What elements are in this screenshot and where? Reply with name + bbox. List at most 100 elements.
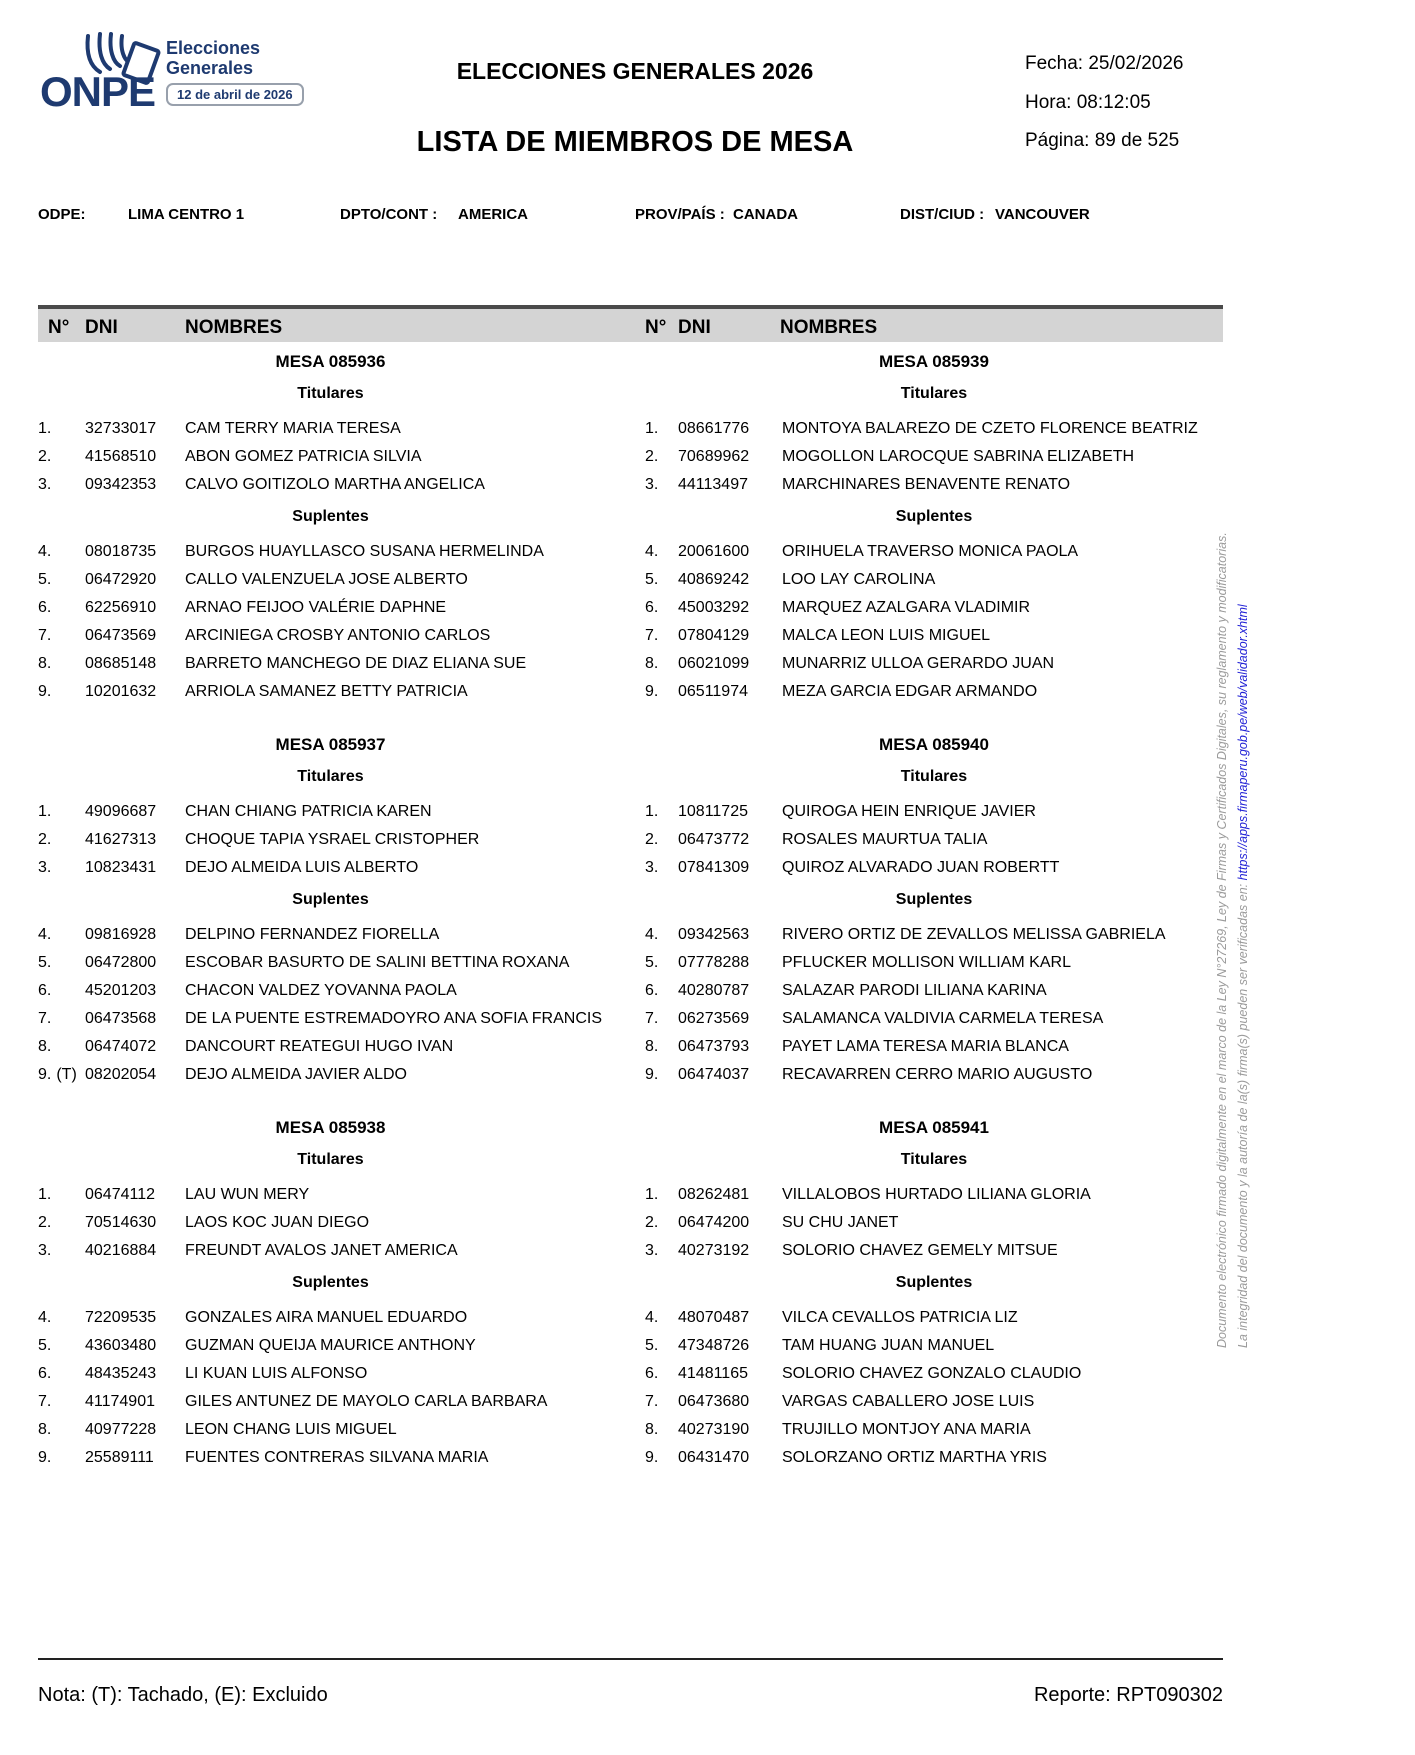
row-number-cell: 6. (38, 594, 85, 622)
dni-value: 10823431 (85, 859, 157, 876)
dni-value: 72209535 (85, 1309, 157, 1326)
member-name: VARGAS CABALLERO JOSE LUIS (782, 1393, 1035, 1410)
legal-url-link[interactable]: https://apps.firmaperu.gob.pe/web/valida… (1236, 604, 1250, 881)
dni-value: 25589111 (85, 1449, 154, 1466)
member-row: 7. 06273569 SALAMANCA VALDIVIA CARMELA TER… (645, 1005, 1223, 1033)
row-number-cell: 8. (645, 1416, 678, 1444)
row-number-cell: 1. (38, 415, 85, 443)
member-row: 9. 06474037 RECAVARREN CERRO MARIO AUGUSTO (645, 1061, 1223, 1089)
member-row: 7. 06473680 VARGAS CABALLERO JOSE LUIS (645, 1388, 1223, 1416)
row-number: 6. (645, 599, 659, 616)
member-name: MARQUEZ AZALGARA VLADIMIR (782, 599, 1031, 616)
dni-value: 43603480 (85, 1337, 157, 1354)
col-header-n-left: N° (48, 317, 70, 338)
member-row: 4. 20061600 ORIHUELA TRAVERSO MONICA PAOLA (645, 538, 1223, 566)
member-name: MARCHINARES BENAVENTE RENATO (782, 476, 1071, 493)
dni-value: 10201632 (85, 683, 157, 700)
member-name: DE LA PUENTE ESTREMADOYRO ANA SOFIA FRAN… (185, 1010, 602, 1027)
row-number: 9. (38, 1449, 52, 1466)
member-row: 5. 07778288 PFLUCKER MOLLISON WILLIAM KARL (645, 949, 1223, 977)
row-number: 8. (645, 655, 659, 672)
row-number-cell: 6. (645, 977, 678, 1005)
row-number-cell: 9. (645, 678, 678, 706)
row-number-cell: 5. (38, 566, 85, 594)
row-number-cell: 9. (645, 1061, 678, 1089)
row-number: 2. (38, 448, 52, 465)
dni-value: 41174901 (85, 1393, 155, 1410)
dni-value: 06474200 (678, 1214, 750, 1231)
dni-value: 06473793 (678, 1038, 750, 1055)
mesa-title: MESA 085939 (879, 352, 989, 371)
titulares-list: 1. 08661776 MONTOYA BALAREZO DE CZETO FLOR… (645, 415, 1223, 499)
suplentes-label: Suplentes (895, 1274, 973, 1291)
member-row: 7. 06473569 ARCINIEGA CROSBY ANTONIO CARLO… (38, 622, 623, 650)
row-number: 5. (645, 954, 659, 971)
row-number-cell: 9. (645, 1444, 678, 1472)
member-row: 9. 10201632 ARRIOLA SAMANEZ BETTY PATRICIA (38, 678, 623, 706)
row-number-cell: 8. (645, 650, 678, 678)
dni-value: 06474072 (85, 1038, 157, 1055)
row-number-cell: 8. (645, 1033, 678, 1061)
dni-value: 40273190 (678, 1421, 750, 1438)
row-number-cell: 6. (645, 1360, 678, 1388)
legal-line2: La integridad del documento y la autoría… (1233, 488, 1254, 1348)
member-name: MALCA LEON LUIS MIGUEL (782, 627, 991, 644)
dni-value: 06472920 (85, 571, 157, 588)
dni-value: 48435243 (85, 1365, 157, 1382)
member-name: SALAZAR PARODI LILIANA KARINA (782, 982, 1047, 999)
info-prov-value: CANADA (733, 206, 798, 223)
member-name: RECAVARREN CERRO MARIO AUGUSTO (782, 1066, 1093, 1083)
member-name: SOLORIO CHAVEZ GEMELY MITSUE (782, 1242, 1058, 1259)
row-number: 3. (38, 1242, 52, 1259)
row-number-cell: 5. (645, 566, 678, 594)
dni-value: 49096687 (85, 803, 157, 820)
doc-subtitle: LISTA DE MIEMBROS DE MESA (416, 126, 854, 158)
info-odpe-label: ODPE: (38, 206, 86, 223)
row-number: 4. (645, 543, 659, 560)
titulares-list: 1. 32733017 CAM TERRY MARIA TERESA 2. 415685… (38, 415, 623, 499)
member-row: 3. 44113497 MARCHINARES BENAVENTE RENATO (645, 471, 1223, 499)
titulares-label: Titulares (900, 1151, 968, 1168)
member-row: 2. 06473772 ROSALES MAURTUA TALIA (645, 826, 1223, 854)
row-number: 4. (645, 926, 659, 943)
row-number: 8. (38, 655, 52, 672)
row-number: 3. (38, 476, 52, 493)
row-number: 6. (38, 599, 52, 616)
row-number: 5. (645, 1337, 659, 1354)
col-header-nombres-left: NOMBRES (185, 317, 283, 338)
row-number: 1. (38, 420, 52, 437)
row-number: 6. (645, 982, 659, 999)
dni-value: 07804129 (678, 627, 750, 644)
titulares-list: 1. 49096687 CHAN CHIANG PATRICIA KAREN 2. 41… (38, 798, 623, 882)
suplentes-list: 4. 09342563 RIVERO ORTIZ DE ZEVALLOS MELIS… (645, 921, 1223, 1089)
dni-value: 08018735 (85, 543, 157, 560)
dni-value: 40273192 (678, 1242, 750, 1259)
footer-note: Nota: (T): Tachado, (E): Excluido (38, 1684, 328, 1706)
row-number-cell: 5. (38, 949, 85, 977)
member-name: CHACON VALDEZ YOVANNA PAOLA (185, 982, 457, 999)
doc-title: ELECCIONES GENERALES 2026 (456, 58, 814, 84)
member-name: ARRIOLA SAMANEZ BETTY PATRICIA (185, 683, 468, 700)
member-name: VILCA CEVALLOS PATRICIA LIZ (782, 1309, 1018, 1326)
member-row: 6. 48435243 LI KUAN LUIS ALFONSO (38, 1360, 623, 1388)
legal-note: Documento electrónico firmado digitalmen… (1212, 488, 1254, 1348)
row-number: 6. (38, 1365, 52, 1382)
row-number-cell: 1. (645, 1181, 678, 1209)
member-row: 8. 06473793 PAYET LAMA TERESA MARIA BLANCA (645, 1033, 1223, 1061)
row-number-cell: 1. (38, 1181, 85, 1209)
dni-value: 08202054 (85, 1066, 157, 1083)
row-number: 9. (645, 683, 659, 700)
member-row: 2. 41627313 CHOQUE TAPIA YSRAEL CRISTOPHER (38, 826, 623, 854)
member-row: 6. 40280787 SALAZAR PARODI LILIANA KARINA (645, 977, 1223, 1005)
row-number: 7. (38, 627, 52, 644)
member-row: 8. 06474072 DANCOURT REATEGUI HUGO IVAN (38, 1033, 623, 1061)
row-number: 7. (645, 1010, 659, 1027)
row-number: 2. (38, 831, 52, 848)
member-name: TAM HUANG JUAN MANUEL (782, 1337, 995, 1354)
member-row: 1. 06474112 LAU WUN MERY (38, 1181, 623, 1209)
dni-value: 10811725 (678, 803, 748, 820)
row-number: 3. (645, 476, 659, 493)
member-row: 5. 43603480 GUZMAN QUEIJA MAURICE ANTHONY (38, 1332, 623, 1360)
member-row: 2. 06474200 SU CHU JANET (645, 1209, 1223, 1237)
